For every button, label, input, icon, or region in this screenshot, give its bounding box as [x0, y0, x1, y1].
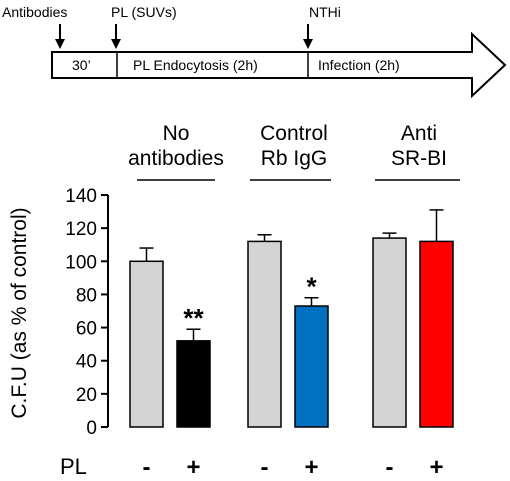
bars: *** — [129, 209, 454, 428]
x-row-label: PL — [60, 454, 87, 479]
y-tick-label: 80 — [76, 285, 97, 306]
event-arrow-pl — [111, 24, 121, 49]
group-title-line: Anti — [401, 122, 437, 145]
pl-indicator: - — [261, 454, 269, 481]
y-tick-label: 40 — [76, 352, 97, 373]
y-tick-label: 20 — [76, 385, 97, 406]
group-title-line: No — [163, 122, 190, 145]
significance-label: ** — [183, 303, 204, 333]
y-tick-label: 140 — [65, 186, 97, 207]
bar — [129, 260, 164, 428]
y-axis-label: C.F.U (as % of control) — [8, 207, 31, 418]
phase-label-pl-endocytosis: PL Endocytosis (2h) — [133, 57, 258, 73]
pl-indicator: + — [304, 454, 318, 481]
y-tick-label: 120 — [65, 219, 97, 240]
pl-indicator: - — [386, 454, 394, 481]
y-tick-label: 60 — [76, 319, 97, 340]
pl-indicator: + — [429, 454, 443, 481]
phase-label-infection: Infection (2h) — [318, 57, 400, 73]
bar — [176, 340, 211, 428]
bar — [247, 240, 282, 428]
group-title-line: Control — [260, 122, 328, 145]
event-arrow-nthi — [303, 24, 313, 49]
bar — [294, 305, 329, 428]
group-title-line: antibodies — [128, 147, 224, 170]
group-title-line: Rb IgG — [261, 147, 328, 170]
phase-label-30min: 30’ — [72, 57, 91, 73]
timeline-arrow — [51, 31, 507, 99]
y-axis: 0 20 40 60 80 100 120 140 — [65, 186, 109, 439]
y-tick-label: 100 — [65, 252, 97, 273]
x-row: - + - + - + — [143, 454, 444, 481]
event-arrow-antibodies — [55, 24, 65, 49]
pl-indicator: + — [186, 454, 200, 481]
y-tick-label: 0 — [86, 418, 97, 439]
group-title-line: SR-BI — [391, 147, 447, 170]
significance-label: * — [306, 272, 317, 302]
event-label-antibodies: Antibodies — [2, 4, 67, 20]
event-label-nthi: NTHi — [309, 4, 341, 20]
timeline: Antibodies PL (SUVs) NTHi 30’ PL Endocyt… — [2, 4, 507, 99]
bar — [372, 237, 407, 428]
event-label-pl-suvs: PL (SUVs) — [111, 4, 177, 20]
bar — [419, 240, 454, 428]
pl-indicator: - — [143, 454, 151, 481]
